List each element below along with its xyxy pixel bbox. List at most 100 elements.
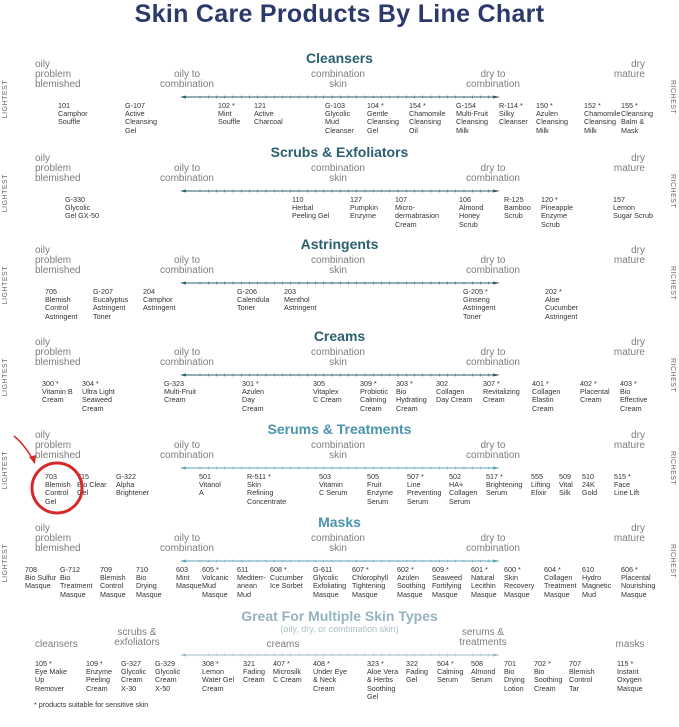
product-item: 507 * Line Preventing Serum xyxy=(407,472,442,506)
product-item: G-322 Alpha Brightener xyxy=(116,472,150,498)
product-item: 501 Vitanol A xyxy=(199,472,221,498)
skin-type-axis xyxy=(180,559,500,563)
product-item: G-107 Active Cleansing Gel xyxy=(125,101,157,135)
product-item: 707 Blemish Control Tar xyxy=(569,659,595,693)
product-item: 604 * Collagen Treatment Masque xyxy=(544,565,577,599)
product-item: R-114 * Silky Cleanser xyxy=(499,101,528,127)
zone-label: oily to combination xyxy=(160,255,214,276)
zone-label: combination skin xyxy=(311,347,365,368)
product-item: 101 Camphor Souffle xyxy=(58,101,88,127)
richest-label: RICHEST xyxy=(669,451,676,486)
product-item: 322 Fading Gel xyxy=(406,659,428,685)
product-item: 104 * Gentle Cleansing Gel xyxy=(367,101,399,135)
product-item: 555 Lifting Elixir xyxy=(531,472,551,498)
product-item: 701 Bio Drying Lotion xyxy=(504,659,525,693)
product-item: 601 * Natural Lecithin Masque xyxy=(471,565,497,599)
zone-label: dry to combination xyxy=(466,533,520,554)
skin-type-axis xyxy=(180,466,500,470)
section-title: Great For Multiple Skin Types xyxy=(241,608,438,624)
zone-label: combination skin xyxy=(311,69,365,90)
product-item: 611 Mediterr- anean Mud xyxy=(237,565,266,599)
arrow-left-icon xyxy=(180,281,186,285)
zone-label: oily problem blemished xyxy=(35,523,81,554)
arrow-left-icon xyxy=(180,373,186,377)
product-item: 505 Fruit Enzyme Serum xyxy=(367,472,393,506)
product-item: 503 Vitamin C Serum xyxy=(319,472,348,498)
section-title: Astringents xyxy=(300,236,379,252)
product-item: 120 * Pineapple Enzyme Scrub xyxy=(541,195,573,229)
zone-label: dry mature xyxy=(613,430,645,451)
section-scrubs-exfoliators: Scrubs & Exfoliators oily problem blemish… xyxy=(0,144,679,236)
zone-label: scrubs & exfoliators xyxy=(114,627,160,648)
product-item: 305 Vitaplex C Cream xyxy=(313,379,342,405)
arrow-right-icon xyxy=(493,653,500,657)
section-great-for-multiple-skin-types: Great For Multiple Skin Types (oily, dry,… xyxy=(0,608,679,700)
product-item: 600 * Skin Recovery Masque xyxy=(504,565,535,599)
product-item: 502 HA+ Collagen Serum xyxy=(449,472,478,506)
zone-label: dry mature xyxy=(613,245,645,266)
arrow-right-icon xyxy=(493,373,500,377)
richest-label: RICHEST xyxy=(669,544,676,579)
zone-label: oily problem blemished xyxy=(35,59,81,90)
product-item: 150 * Azulen Cleansing Milk xyxy=(536,101,568,135)
product-item: 408 * Under Eye & Neck Cream xyxy=(313,659,347,693)
product-item: G-103 Glycolic Mud Cleanser xyxy=(325,101,354,135)
product-item: 155 * Cleansing Balm & Mask xyxy=(621,101,653,135)
product-item: G-330 Glycolic Gel GX-50 xyxy=(65,195,99,221)
product-item: 403 * Bio Effective Cream xyxy=(620,379,648,413)
product-item: 105 * Eye Make Up Remover xyxy=(35,659,67,693)
product-item: G-611 Glycolic Exfoliating Masque xyxy=(313,565,347,599)
product-item: G-205 * Ginseng Astringent Toner xyxy=(463,287,496,321)
product-item: G-712 Bio Treatment Masque xyxy=(60,565,93,599)
zone-label: dry mature xyxy=(613,337,645,358)
product-item: 517 * Brightening Serum xyxy=(486,472,523,498)
footnote: * products suitable for sensitive skin xyxy=(34,700,149,709)
product-item: 509 Vital Silk xyxy=(559,472,573,498)
product-item: 708 Bio Sulfur Masque xyxy=(25,565,57,591)
section-title: Scrubs & Exfoliators xyxy=(270,144,409,160)
highlight-arrowhead-icon xyxy=(29,455,36,464)
arrow-left-icon xyxy=(180,189,186,193)
arrow-right-icon xyxy=(493,189,500,193)
product-item: G-329 Glycolic Cream X-50 xyxy=(155,659,181,693)
skin-type-axis xyxy=(180,281,500,285)
zone-label: dry mature xyxy=(613,523,645,544)
section-subtitle: (oily, dry, or combination skin) xyxy=(280,624,399,634)
product-item: 605 * Volcanic Mud Masque xyxy=(202,565,229,599)
product-item: G-323 Multi-Fruit Cream xyxy=(164,379,196,405)
product-item: 608 * Cucumber Ice Sorbet xyxy=(270,565,304,591)
zone-label: combination skin xyxy=(311,533,365,554)
zone-label: combination skin xyxy=(311,255,365,276)
product-item: 321 Fading Cream xyxy=(243,659,265,685)
product-item: 401 * Collagen Elastin Cream xyxy=(532,379,561,413)
product-item: 107 Micro- dermabrasion Cream xyxy=(395,195,439,229)
zone-label: dry mature xyxy=(613,59,645,80)
product-item: 508 Almond Serum xyxy=(471,659,496,685)
zone-label: oily to combination xyxy=(160,440,214,461)
product-item: 157 Lemon Sugar Scrub xyxy=(613,195,653,221)
product-item: 504 * Calming Serum xyxy=(437,659,464,685)
zone-label: cleansers xyxy=(35,639,78,650)
product-item: 515 * Face Line Lift xyxy=(614,472,640,498)
product-item: 603 Mint Masque xyxy=(176,565,202,591)
richest-label: RICHEST xyxy=(669,80,676,115)
product-item: 300 * Vitamin B Cream xyxy=(42,379,73,405)
zone-label: serums & treatments xyxy=(459,627,507,648)
arrow-left-icon xyxy=(180,95,186,99)
product-item: 407 * Microsilk C Cream xyxy=(273,659,302,685)
product-item: 301 * Azulen Day Cream xyxy=(242,379,264,413)
product-item: 106 Almond Honey Scrub xyxy=(459,195,484,229)
product-item: 127 Pumpkin Enzyme xyxy=(350,195,378,221)
section-title: Serums & Treatments xyxy=(267,421,412,437)
arrow-right-icon xyxy=(493,466,500,470)
zone-label: combination skin xyxy=(311,440,365,461)
richest-label: RICHEST xyxy=(669,358,676,393)
product-item: 152 * Chamomile Cleansing Milk xyxy=(584,101,621,135)
product-item: 402 * Placental Cream xyxy=(580,379,610,405)
product-item: 703 Blemish Control Gel xyxy=(45,472,71,506)
arrow-right-icon xyxy=(493,281,500,285)
skin-type-axis xyxy=(180,95,500,99)
product-item: G-206 Calendula Toner xyxy=(237,287,270,313)
product-item: 510 24K Gold xyxy=(582,472,598,498)
